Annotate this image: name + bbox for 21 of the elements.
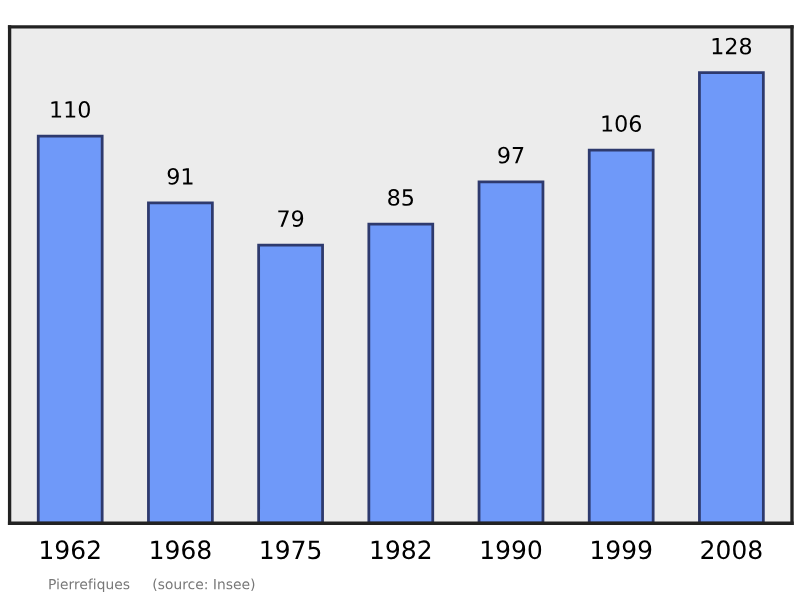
x-tick-label: 1975 [261,540,321,560]
data-label: 110 [51,101,90,118]
data-label: 128 [712,37,752,55]
x-tick-label: 1962 [41,540,100,560]
bar [587,148,655,524]
bar [36,134,104,524]
bar [147,201,214,524]
data-label: 85 [388,189,413,206]
bar [477,180,545,524]
x-tick-label: 1990 [481,540,542,560]
data-label: 91 [167,167,193,185]
bar [698,71,765,524]
x-tick-label: 1968 [151,540,211,560]
x-tick-label: 1999 [592,540,652,560]
data-label: 79 [278,210,304,227]
data-label: 106 [602,115,641,132]
bar [367,222,435,524]
x-tick-label: 2008 [701,540,762,560]
x-tick-label: 1982 [371,540,431,560]
data-label: 97 [498,146,524,164]
bar [257,243,324,524]
